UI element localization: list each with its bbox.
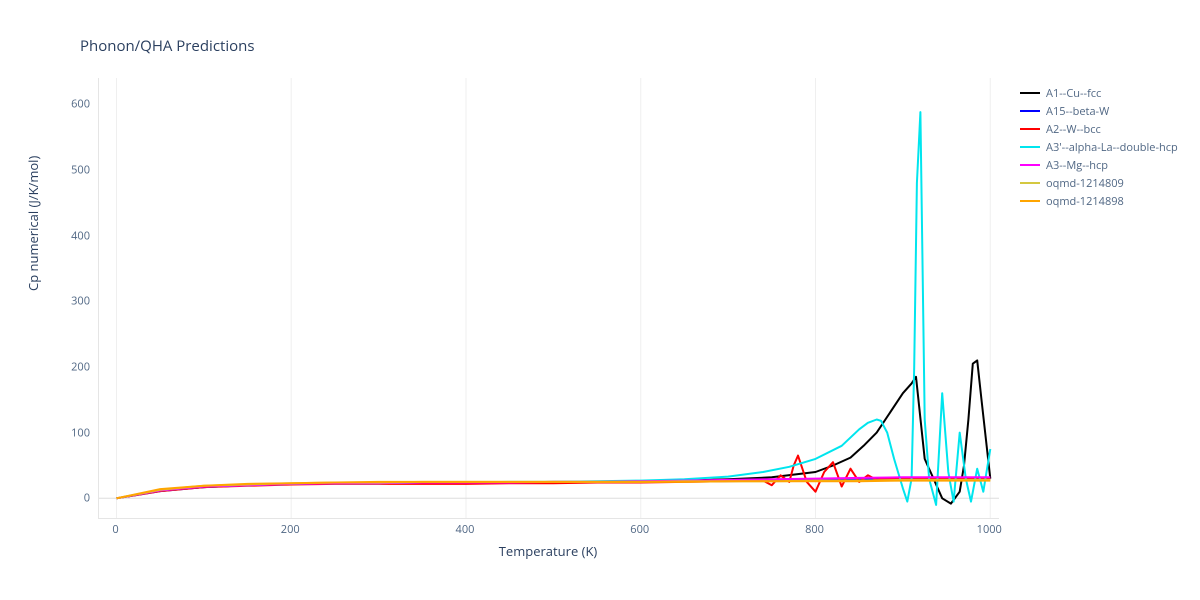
legend[interactable]: A1--Cu--fcc A15--beta-W A2--W--bcc A3'--alp… xyxy=(1020,84,1178,210)
legend-label: oqmd-1214898 xyxy=(1046,194,1124,209)
y-tick-label: 300 xyxy=(71,294,90,309)
legend-swatch xyxy=(1020,128,1040,130)
legend-swatch xyxy=(1020,110,1040,112)
legend-label: A3--Mg--hcp xyxy=(1046,158,1108,173)
legend-swatch xyxy=(1020,164,1040,166)
x-tick-label: 200 xyxy=(281,522,300,537)
legend-item[interactable]: A3--Mg--hcp xyxy=(1020,156,1178,174)
plot-svg xyxy=(99,78,999,518)
legend-swatch xyxy=(1020,92,1040,94)
legend-item[interactable]: oqmd-1214898 xyxy=(1020,192,1178,210)
y-tick-label: 600 xyxy=(71,97,90,112)
y-axis-label: Cp numerical (J/K/mol) xyxy=(24,156,42,291)
x-tick-label: 400 xyxy=(456,522,475,537)
legend-swatch xyxy=(1020,200,1040,202)
legend-item[interactable]: A15--beta-W xyxy=(1020,102,1178,120)
y-tick-label: 500 xyxy=(71,162,90,177)
y-tick-label: 400 xyxy=(71,228,90,243)
legend-label: A15--beta-W xyxy=(1046,104,1109,119)
chart-title: Phonon/QHA Predictions xyxy=(80,36,255,56)
x-tick-label: 800 xyxy=(805,522,824,537)
plot-area[interactable] xyxy=(98,78,999,519)
y-tick-label: 200 xyxy=(71,359,90,374)
legend-label: oqmd-1214809 xyxy=(1046,176,1124,191)
legend-swatch xyxy=(1020,146,1040,148)
x-tick-label: 600 xyxy=(630,522,649,537)
legend-item[interactable]: oqmd-1214809 xyxy=(1020,174,1178,192)
y-tick-label: 100 xyxy=(71,425,90,440)
x-tick-label: 1000 xyxy=(977,522,1002,537)
y-tick-label: 0 xyxy=(84,491,90,506)
legend-label: A3'--alpha-La--double-hcp xyxy=(1046,140,1178,155)
legend-label: A1--Cu--fcc xyxy=(1046,86,1101,101)
legend-label: A2--W--bcc xyxy=(1046,122,1101,137)
series-line[interactable] xyxy=(117,112,991,505)
legend-item[interactable]: A2--W--bcc xyxy=(1020,120,1178,138)
x-axis-label: Temperature (K) xyxy=(499,542,598,560)
legend-item[interactable]: A1--Cu--fcc xyxy=(1020,84,1178,102)
legend-item[interactable]: A3'--alpha-La--double-hcp xyxy=(1020,138,1178,156)
legend-swatch xyxy=(1020,182,1040,184)
x-tick-label: 0 xyxy=(112,522,118,537)
